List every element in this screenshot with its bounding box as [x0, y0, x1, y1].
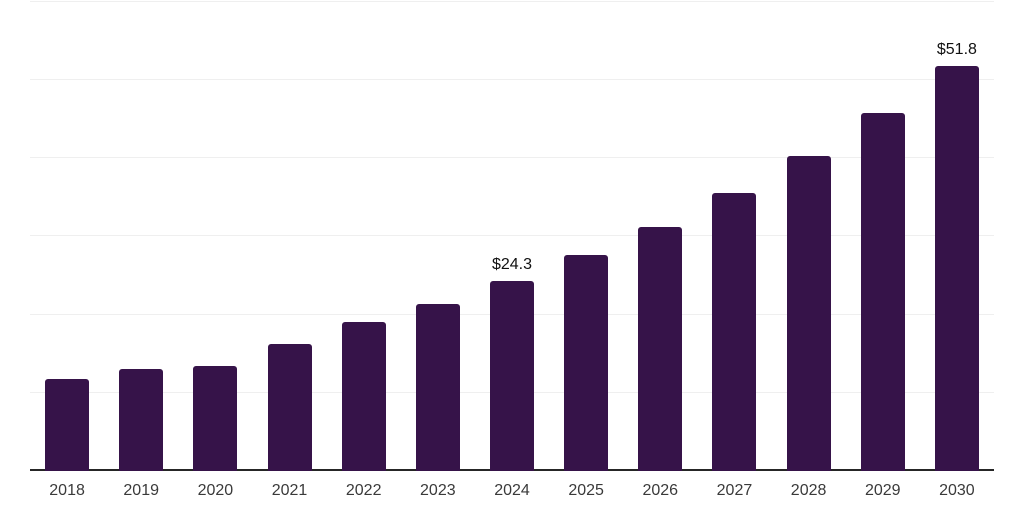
x-tick-label-2019: 2019: [123, 482, 159, 499]
x-tick-label-2023: 2023: [420, 482, 456, 499]
x-tick-label-2018: 2018: [49, 482, 85, 499]
bar-2024: [489, 280, 534, 471]
bar-2027: [712, 193, 757, 471]
gridline: [30, 78, 994, 80]
bar-2029: [860, 112, 905, 471]
bar-2028: [786, 155, 831, 471]
bar-value-label-2024: $24.3: [491, 255, 533, 273]
bar-slot: [697, 0, 771, 471]
bar-slot: [401, 0, 475, 471]
gridline: [30, 235, 994, 237]
x-tick-label-2025: 2025: [568, 482, 604, 499]
gridline: [30, 157, 994, 158]
x-tick-label-2026: 2026: [642, 482, 679, 499]
bar-slot: [772, 0, 846, 471]
bar-slot: [549, 0, 623, 471]
bar-slot: $51.8: [920, 0, 994, 471]
x-tick-label-2024: 2024: [494, 482, 530, 499]
bar-2021: [267, 344, 312, 471]
bar-slot: [327, 0, 401, 471]
bar-slot: [30, 0, 104, 471]
x-tick-label-2021: 2021: [271, 482, 308, 499]
bar-slot: [178, 0, 252, 471]
bar-slot: [623, 0, 697, 471]
bar-slot: [252, 0, 326, 471]
gridline: [30, 0, 994, 2]
bar-slot: [104, 0, 178, 471]
x-tick-label-2022: 2022: [345, 482, 382, 499]
bar-2022: [341, 321, 386, 471]
plot-area: $24.3 $51.8: [30, 0, 994, 471]
bar-2020: [193, 366, 238, 471]
bar-2026: [638, 226, 683, 471]
bar-slot: $24.3: [475, 0, 549, 471]
x-tick-label-2028: 2028: [790, 482, 827, 499]
bar-slot: [846, 0, 920, 471]
x-tick-label-2027: 2027: [716, 482, 753, 499]
x-axis-labels: 2018 2019 2020 2021 2022 2023 2024 2025 2026 2027…: [30, 479, 994, 503]
x-tick-label-2030: 2030: [939, 482, 975, 499]
x-tick-label-2029: 2029: [864, 482, 901, 499]
bar-2023: [415, 303, 460, 471]
bar-2018: [45, 378, 90, 471]
bar-2030: [934, 65, 979, 471]
bar-value-label-2030: $51.8: [936, 40, 977, 58]
x-tick-label-2020: 2020: [197, 482, 234, 499]
bar-2019: [119, 369, 164, 471]
bar-2025: [564, 255, 609, 471]
